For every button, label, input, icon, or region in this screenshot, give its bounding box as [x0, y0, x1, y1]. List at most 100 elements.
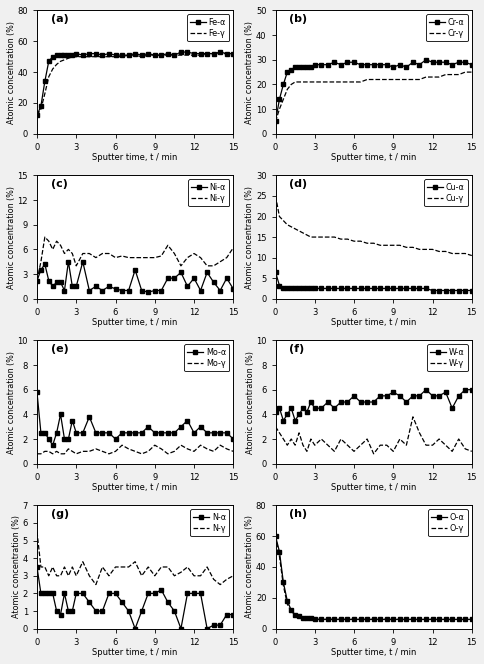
- Mo-γ: [38, 450, 44, 457]
- Cu-γ: [345, 235, 350, 243]
- O-α: [300, 614, 306, 622]
- W-γ: [292, 441, 298, 449]
- Ni-γ: [178, 262, 184, 270]
- Y-axis label: Atomic concentration (%): Atomic concentration (%): [245, 515, 255, 618]
- N-α: [38, 590, 44, 598]
- O-α: [436, 616, 442, 623]
- X-axis label: Sputter time, t / min: Sputter time, t / min: [92, 153, 178, 162]
- O-α: [371, 616, 377, 623]
- O-α: [462, 616, 468, 623]
- W-α: [292, 416, 298, 424]
- Cr-γ: [304, 78, 310, 86]
- Ni-α: [191, 274, 197, 282]
- Cu-α: [384, 284, 390, 292]
- W-α: [378, 392, 383, 400]
- Fe-γ: [74, 52, 79, 60]
- Legend: Mo-α, Mo-γ: Mo-α, Mo-γ: [184, 345, 229, 371]
- W-α: [423, 386, 429, 394]
- Legend: W-α, W-γ: W-α, W-γ: [427, 345, 468, 371]
- W-γ: [358, 441, 363, 449]
- Cu-α: [325, 284, 331, 292]
- Cr-γ: [332, 78, 337, 86]
- Text: (h): (h): [289, 509, 307, 519]
- X-axis label: Sputter time, t / min: Sputter time, t / min: [92, 318, 178, 327]
- Ni-α: [54, 278, 60, 286]
- Fe-α: [204, 50, 210, 58]
- Cu-γ: [384, 241, 390, 249]
- Mo-α: [87, 413, 92, 421]
- Ni-α: [50, 282, 56, 290]
- O-α: [332, 616, 337, 623]
- Cr-α: [304, 63, 310, 71]
- Legend: Cr-α, Cr-γ: Cr-α, Cr-γ: [426, 15, 468, 41]
- W-α: [345, 398, 350, 406]
- Cu-α: [449, 287, 455, 295]
- Cr-γ: [280, 95, 286, 103]
- Cr-γ: [351, 78, 357, 86]
- N-γ: [50, 563, 56, 571]
- Fe-α: [74, 50, 79, 58]
- Mo-γ: [211, 448, 216, 456]
- Mo-γ: [178, 441, 184, 449]
- W-γ: [410, 413, 416, 421]
- N-α: [217, 621, 223, 629]
- Cu-γ: [308, 233, 314, 241]
- O-γ: [351, 616, 357, 623]
- Mo-α: [61, 435, 67, 443]
- W-α: [469, 386, 475, 394]
- N-γ: [38, 563, 44, 571]
- N-γ: [93, 580, 99, 588]
- N-γ: [54, 572, 60, 580]
- W-α: [456, 392, 462, 400]
- Mo-α: [34, 388, 40, 396]
- Fe-α: [145, 50, 151, 58]
- Ni-α: [119, 287, 125, 295]
- Cu-γ: [449, 250, 455, 258]
- Ni-γ: [145, 254, 151, 262]
- Legend: Fe-α, Fe-γ: Fe-α, Fe-γ: [187, 15, 229, 41]
- Cu-α: [364, 284, 370, 292]
- Fe-α: [80, 51, 86, 59]
- Mo-α: [230, 435, 236, 443]
- Mo-γ: [126, 445, 132, 453]
- Cr-α: [285, 68, 290, 76]
- N-γ: [58, 572, 63, 580]
- Ni-α: [230, 285, 236, 293]
- W-α: [280, 416, 286, 424]
- Ni-γ: [224, 254, 229, 262]
- W-γ: [288, 435, 294, 443]
- Fe-γ: [100, 52, 106, 60]
- N-α: [158, 586, 164, 594]
- Mo-α: [178, 423, 184, 431]
- O-α: [423, 616, 429, 623]
- N-α: [50, 590, 56, 598]
- Cu-γ: [456, 250, 462, 258]
- W-γ: [312, 441, 318, 449]
- Mo-α: [69, 416, 75, 424]
- Mo-α: [54, 429, 60, 437]
- Line: O-γ: O-γ: [275, 536, 472, 620]
- Mo-α: [204, 429, 210, 437]
- Ni-α: [178, 268, 184, 276]
- O-γ: [300, 614, 306, 622]
- W-α: [358, 398, 363, 406]
- Cu-γ: [423, 246, 429, 254]
- Fe-γ: [126, 51, 132, 59]
- Y-axis label: Atomic concentration (%): Atomic concentration (%): [7, 351, 16, 454]
- N-α: [171, 607, 177, 615]
- O-γ: [391, 616, 396, 623]
- Mo-α: [58, 410, 63, 418]
- N-α: [46, 590, 52, 598]
- O-α: [358, 616, 363, 623]
- N-α: [87, 598, 92, 606]
- Fe-γ: [152, 51, 158, 59]
- Line: N-γ: N-γ: [37, 532, 233, 584]
- O-α: [285, 597, 290, 605]
- O-γ: [378, 616, 383, 623]
- Cr-α: [358, 60, 363, 68]
- Cr-γ: [338, 78, 344, 86]
- Cr-α: [417, 60, 423, 68]
- Ni-γ: [126, 254, 132, 262]
- Cr-γ: [272, 118, 278, 125]
- X-axis label: Sputter time, t / min: Sputter time, t / min: [331, 648, 416, 657]
